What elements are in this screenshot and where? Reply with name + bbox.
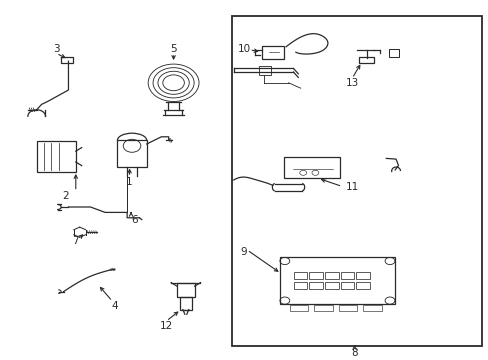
Bar xyxy=(279,257,394,304)
Bar xyxy=(177,283,194,297)
Bar xyxy=(37,141,76,172)
Bar xyxy=(293,272,307,279)
Bar xyxy=(232,16,481,346)
Text: 4: 4 xyxy=(111,301,118,311)
Text: 1: 1 xyxy=(126,177,133,187)
Text: 11: 11 xyxy=(345,182,358,192)
Text: 10: 10 xyxy=(238,44,250,54)
Bar xyxy=(355,272,369,279)
Text: 2: 2 xyxy=(62,191,69,201)
Bar xyxy=(61,57,73,63)
Bar xyxy=(362,305,381,311)
Text: 13: 13 xyxy=(345,78,358,88)
Text: 7: 7 xyxy=(72,236,79,246)
Text: 6: 6 xyxy=(131,215,138,225)
Bar xyxy=(324,272,338,279)
Text: 12: 12 xyxy=(159,321,173,331)
Bar xyxy=(338,305,356,311)
Bar xyxy=(314,305,332,311)
Bar xyxy=(283,157,339,178)
Bar xyxy=(259,66,271,75)
Text: 9: 9 xyxy=(240,247,246,257)
Bar xyxy=(309,272,323,279)
Text: 5: 5 xyxy=(170,44,177,54)
Bar xyxy=(340,272,353,279)
Bar xyxy=(180,297,191,310)
Bar xyxy=(289,305,307,311)
Bar xyxy=(117,140,146,167)
Bar xyxy=(261,46,283,59)
Bar xyxy=(359,57,373,63)
Bar xyxy=(388,49,398,57)
Bar xyxy=(324,282,338,289)
Text: 8: 8 xyxy=(350,348,357,358)
Bar xyxy=(355,282,369,289)
Bar xyxy=(309,282,323,289)
Bar xyxy=(340,282,353,289)
Bar xyxy=(293,282,307,289)
Text: 3: 3 xyxy=(53,44,60,54)
